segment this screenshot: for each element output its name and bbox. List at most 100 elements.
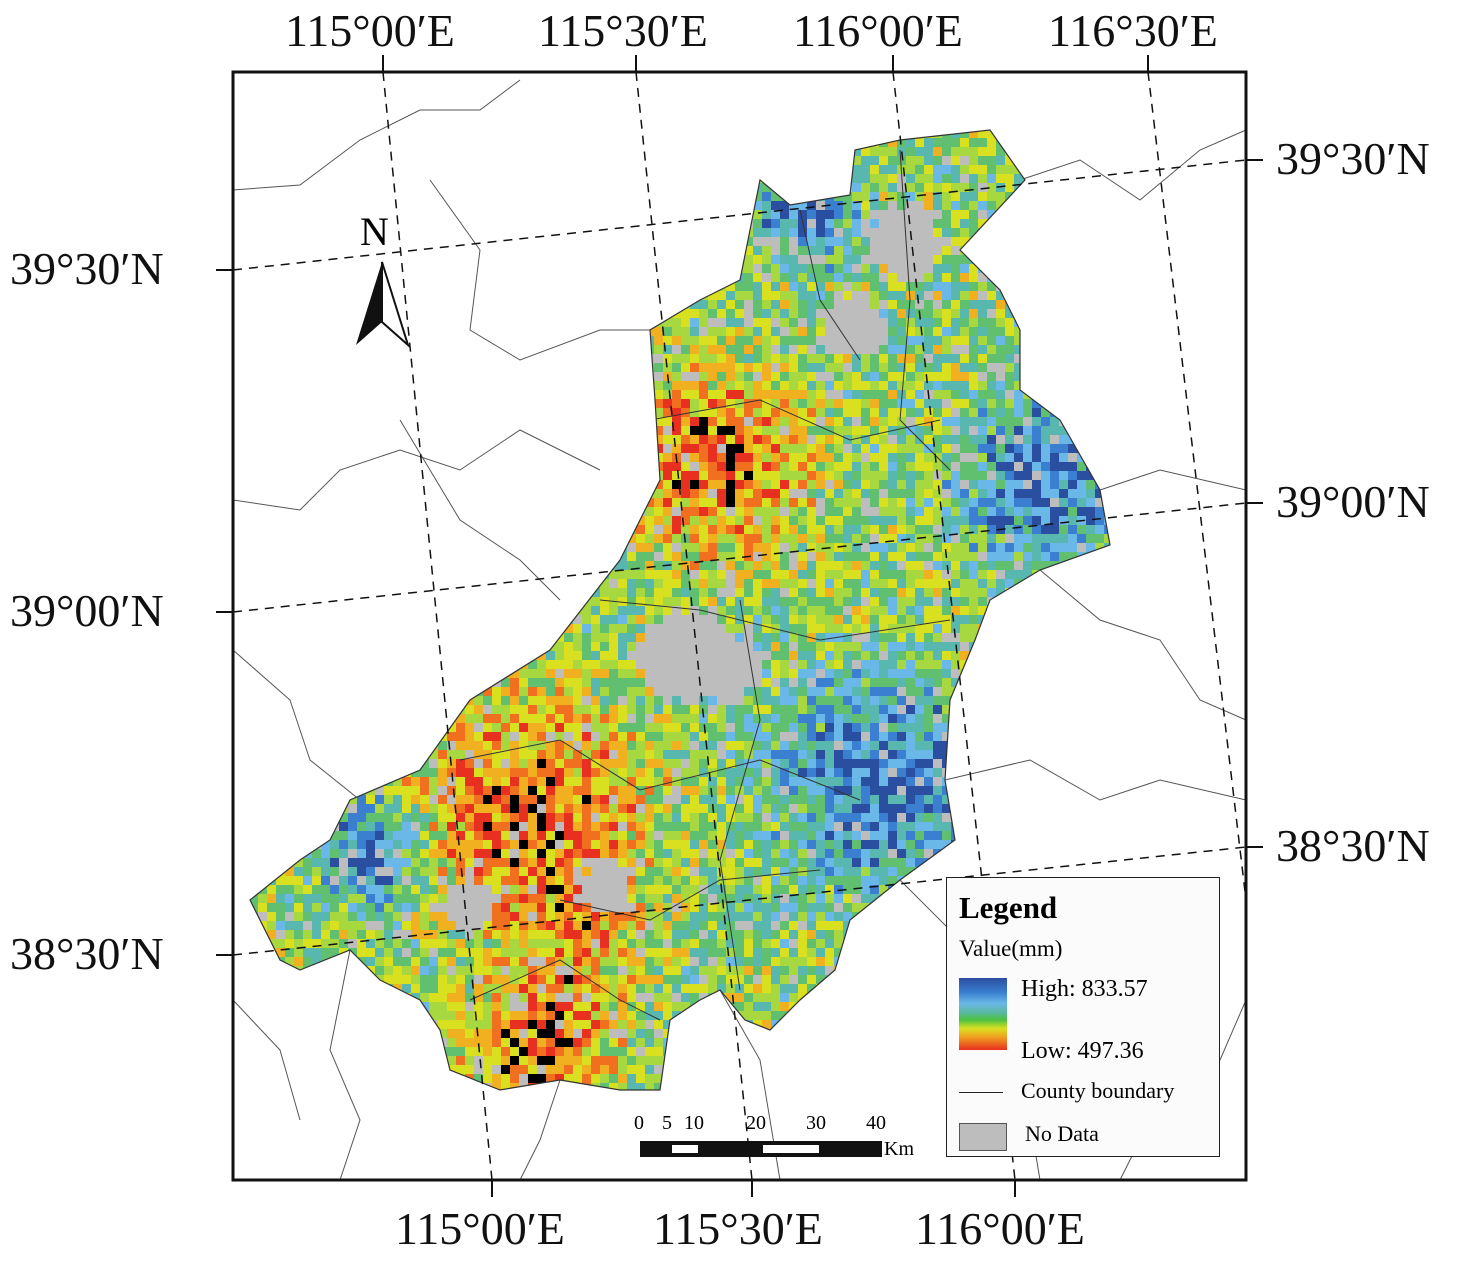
raster-cell <box>879 426 888 435</box>
raster-cell <box>645 525 654 534</box>
raster-cell <box>996 381 1005 390</box>
raster-cell <box>744 390 753 399</box>
raster-cell <box>780 552 789 561</box>
raster-cell <box>807 489 816 498</box>
raster-cell <box>897 318 906 327</box>
raster-cell <box>843 309 852 318</box>
raster-cell <box>969 138 978 147</box>
raster-cell <box>861 453 870 462</box>
raster-cell <box>690 444 699 453</box>
raster-cell <box>942 183 951 192</box>
raster-cell <box>789 408 798 417</box>
raster-cell <box>888 219 897 228</box>
raster-cell <box>762 345 771 354</box>
raster-cell <box>942 399 951 408</box>
raster-cell <box>870 516 879 525</box>
raster-cell <box>969 516 978 525</box>
raster-cell <box>978 327 987 336</box>
raster-cell <box>924 534 933 543</box>
raster-cell <box>942 264 951 273</box>
raster-cell <box>789 264 798 273</box>
raster-cell <box>771 471 780 480</box>
raster-cell <box>762 291 771 300</box>
raster-cell <box>987 300 996 309</box>
raster-cell <box>753 282 762 291</box>
raster-cell <box>798 210 807 219</box>
raster-cell <box>834 273 843 282</box>
raster-cell <box>672 552 681 561</box>
raster-cell <box>762 318 771 327</box>
raster-cell <box>933 201 942 210</box>
raster-cell <box>951 318 960 327</box>
raster-cell <box>915 246 924 255</box>
raster-cell <box>942 345 951 354</box>
raster-cell <box>879 417 888 426</box>
raster-cell <box>906 543 915 552</box>
raster-cell <box>933 354 942 363</box>
raster-cell <box>978 156 987 165</box>
raster-cell <box>843 237 852 246</box>
raster-cell <box>753 453 762 462</box>
raster-cell <box>663 516 672 525</box>
raster-cell <box>888 147 897 156</box>
raster-cell <box>852 183 861 192</box>
raster-cell <box>942 255 951 264</box>
raster-cell <box>924 543 933 552</box>
raster-cell <box>807 507 816 516</box>
raster-cell <box>969 201 978 210</box>
raster-cell <box>933 462 942 471</box>
raster-cell <box>987 561 996 570</box>
raster-cell <box>1095 525 1104 534</box>
raster-cell <box>1050 471 1059 480</box>
raster-cell <box>924 210 933 219</box>
raster-cell <box>798 543 807 552</box>
raster-cell <box>807 291 816 300</box>
raster-cell <box>699 381 708 390</box>
raster-cell <box>834 435 843 444</box>
raster-cell <box>771 417 780 426</box>
raster-cell <box>1032 426 1041 435</box>
raster-cell <box>951 426 960 435</box>
raster-cell <box>969 228 978 237</box>
raster-cell <box>780 228 789 237</box>
raster-cell <box>834 282 843 291</box>
raster-cell <box>771 444 780 453</box>
raster-cell <box>906 480 915 489</box>
raster-cell <box>807 525 816 534</box>
raster-cell <box>879 228 888 237</box>
raster-cell <box>735 552 744 561</box>
raster-cell <box>996 318 1005 327</box>
raster-cell <box>861 570 870 579</box>
raster-cell <box>654 363 663 372</box>
raster-cell <box>672 480 681 489</box>
raster-cell <box>1068 444 1077 453</box>
raster-cell <box>1005 372 1014 381</box>
raster-cell <box>852 192 861 201</box>
raster-cell <box>717 426 726 435</box>
raster-cell <box>816 525 825 534</box>
raster-cell <box>969 507 978 516</box>
raster-cell <box>861 210 870 219</box>
raster-cell <box>663 426 672 435</box>
raster-cell <box>978 552 987 561</box>
raster-cell <box>690 363 699 372</box>
raster-cell <box>762 552 771 561</box>
raster-cell <box>942 300 951 309</box>
raster-cell <box>1005 435 1014 444</box>
raster-cell <box>969 498 978 507</box>
raster-cell <box>1068 534 1077 543</box>
raster-cell <box>1005 381 1014 390</box>
raster-cell <box>960 165 969 174</box>
raster-cell <box>798 363 807 372</box>
raster-cell <box>1005 516 1014 525</box>
raster-cell <box>789 390 798 399</box>
raster-cell <box>906 435 915 444</box>
raster-cell <box>861 156 870 165</box>
raster-cell <box>942 426 951 435</box>
raster-cell <box>843 543 852 552</box>
raster-cell <box>681 570 690 579</box>
raster-cell <box>969 219 978 228</box>
raster-cell <box>789 444 798 453</box>
raster-cell <box>879 516 888 525</box>
raster-cell <box>1014 516 1023 525</box>
